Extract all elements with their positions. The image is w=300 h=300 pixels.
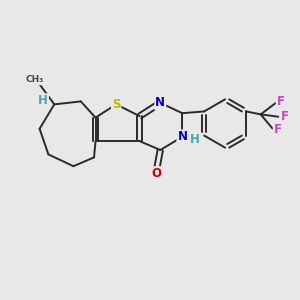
Text: H: H: [38, 94, 48, 107]
Text: F: F: [277, 95, 285, 108]
Text: F: F: [274, 124, 282, 136]
Text: O: O: [151, 167, 161, 180]
Text: N: N: [155, 96, 165, 110]
Text: N: N: [177, 130, 188, 143]
Text: F: F: [281, 110, 289, 123]
Text: S: S: [112, 98, 120, 111]
Text: H: H: [190, 133, 200, 146]
Text: CH₃: CH₃: [26, 75, 44, 84]
